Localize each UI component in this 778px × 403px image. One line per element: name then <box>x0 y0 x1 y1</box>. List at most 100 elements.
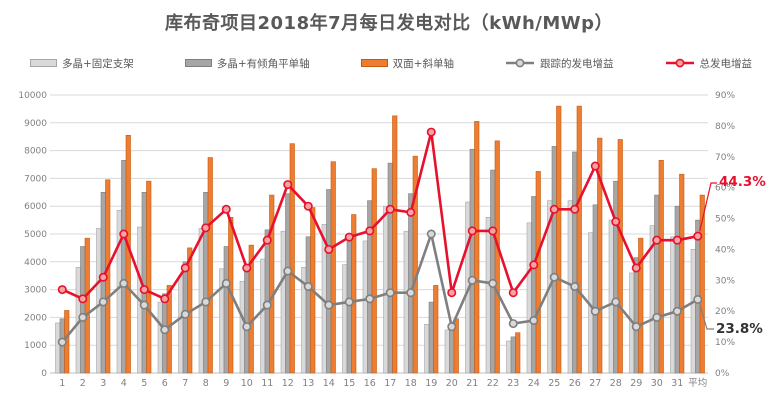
x-category-label: 22 <box>487 378 499 389</box>
marker-跟踪的发电增益 <box>78 312 88 322</box>
marker-跟踪的发电增益 <box>590 306 600 316</box>
bar-多晶+有倾角平单轴 <box>572 151 578 374</box>
bar-多晶+有倾角平单轴 <box>80 246 86 374</box>
x-category-label: 20 <box>446 378 458 389</box>
left-axis-tick-label: 5000 <box>24 230 47 240</box>
left-axis-tick-label: 2000 <box>24 313 47 323</box>
bar-多晶+有倾角平单轴 <box>490 169 496 374</box>
x-category-label: 7 <box>182 378 188 389</box>
bar-双面+斜单轴 <box>556 105 562 374</box>
bar-双面+斜单轴 <box>699 194 705 374</box>
bar-多晶+有倾角平单轴 <box>387 162 393 374</box>
bar-双面+斜单轴 <box>392 115 398 374</box>
x-category-label: 5 <box>141 378 147 389</box>
marker-总发电增益 <box>344 232 354 242</box>
x-category-label: 30 <box>651 378 663 389</box>
bar-多晶+有倾角平单轴 <box>285 193 291 374</box>
x-category-label: 29 <box>630 378 642 389</box>
x-category-label: 16 <box>364 378 376 389</box>
right-axis-tick-label: 40% <box>715 245 735 255</box>
right-axis-tick-label: 80% <box>715 122 735 132</box>
right-axis-tick-label: 60% <box>715 184 735 194</box>
marker-跟踪的发电增益 <box>549 272 559 282</box>
marker-跟踪的发电增益 <box>303 282 313 292</box>
legend-item-fixed-rack: 多晶+固定支架 <box>30 56 134 71</box>
x-category-label: 11 <box>261 378 273 389</box>
line-跟踪的发电增益 <box>61 232 699 343</box>
bar-多晶+有倾角平单轴 <box>449 324 455 374</box>
marker-总发电增益 <box>467 226 477 236</box>
bar-多晶+固定支架 <box>690 248 696 374</box>
bar-多晶+固定支架 <box>424 324 430 374</box>
x-category-label: 19 <box>425 378 437 389</box>
bar-双面+斜单轴 <box>371 168 377 374</box>
marker-总发电增益 <box>549 204 559 214</box>
bar-多晶+有倾角平单轴 <box>633 257 639 374</box>
right-axis-tick-label: 70% <box>715 153 735 163</box>
x-category-label: 8 <box>203 378 209 389</box>
marker-跟踪的发电增益 <box>672 306 682 316</box>
marker-总发电增益 <box>57 285 67 295</box>
leader-line-total-gain <box>699 182 717 232</box>
x-category-label: 2 <box>80 378 86 389</box>
legend-item-tilted-tracker: 多晶+有倾角平单轴 <box>184 56 310 71</box>
marker-总发电增益 <box>693 231 703 241</box>
marker-总发电增益 <box>611 217 621 227</box>
left-axis-tick-label: 9000 <box>24 119 47 129</box>
marker-跟踪的发电增益 <box>324 300 334 310</box>
marker-总发电增益 <box>590 161 600 171</box>
marker-总发电增益 <box>98 272 108 282</box>
marker-总发电增益 <box>488 226 498 236</box>
legend-label: 双面+斜单轴 <box>392 57 454 70</box>
x-category-label: 27 <box>589 378 601 389</box>
marker-总发电增益 <box>119 229 129 239</box>
bar-双面+斜单轴 <box>658 160 664 374</box>
marker-总发电增益 <box>426 127 436 137</box>
marker-跟踪的发电增益 <box>98 297 108 307</box>
marker-总发电增益 <box>303 201 313 211</box>
x-category-label: 13 <box>302 378 314 389</box>
left-axis-tick-label: 6000 <box>24 202 47 212</box>
chart-legend: 多晶+固定支架 多晶+有倾角平单轴 双面+斜单轴 跟踪的发电增益 总发电增益 <box>30 55 752 71</box>
x-category-label: 28 <box>610 378 622 389</box>
bar-多晶+固定支架 <box>260 258 266 374</box>
bar-多晶+有倾角平单轴 <box>469 148 475 374</box>
bar-双面+斜单轴 <box>494 140 500 374</box>
x-category-label: 31 <box>671 378 683 389</box>
bar-多晶+固定支架 <box>362 240 368 374</box>
legend-swatch-total-gain-line <box>665 58 694 68</box>
marker-总发电增益 <box>631 263 641 273</box>
marker-跟踪的发电增益 <box>447 322 457 332</box>
legend-swatch-bifacial <box>360 59 388 67</box>
bar-双面+斜单轴 <box>269 194 275 374</box>
bar-多晶+固定支架 <box>55 322 61 374</box>
legend-item-tracking-gain: 跟踪的发电增益 <box>505 56 613 71</box>
bar-多晶+有倾角平单轴 <box>100 192 106 374</box>
x-category-label: 21 <box>466 378 478 389</box>
x-category-label: 17 <box>384 378 396 389</box>
marker-跟踪的发电增益 <box>508 319 518 329</box>
marker-总发电增益 <box>324 244 334 254</box>
bar-双面+斜单轴 <box>617 139 623 374</box>
legend-item-total-gain: 总发电增益 <box>665 56 752 71</box>
marker-跟踪的发电增益 <box>201 297 211 307</box>
left-axis-tick-label: 8000 <box>24 147 47 157</box>
x-category-label: 6 <box>162 378 168 389</box>
left-axis-tick-label: 3000 <box>24 286 47 296</box>
marker-总发电增益 <box>78 294 88 304</box>
marker-跟踪的发电增益 <box>385 288 395 298</box>
bar-多晶+固定支架 <box>485 217 491 374</box>
marker-总发电增益 <box>283 180 293 190</box>
bar-多晶+固定支架 <box>178 275 184 374</box>
left-axis-tick-label: 10000 <box>18 91 47 101</box>
bar-双面+斜单轴 <box>515 332 521 374</box>
x-category-label: 15 <box>343 378 355 389</box>
marker-总发电增益 <box>385 204 395 214</box>
marker-总发电增益 <box>221 204 231 214</box>
bar-多晶+有倾角平单轴 <box>326 189 332 374</box>
line-总发电增益 <box>61 130 698 301</box>
left-axis-tick-label: 0 <box>41 369 47 379</box>
marker-跟踪的发电增益 <box>488 278 498 288</box>
marker-总发电增益 <box>447 288 457 298</box>
